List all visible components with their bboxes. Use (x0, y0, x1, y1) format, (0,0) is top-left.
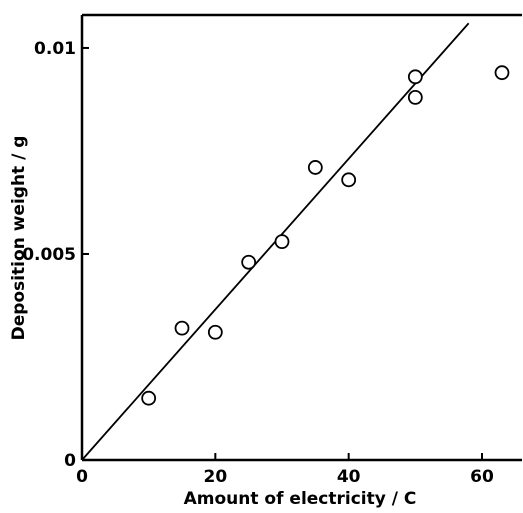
data-point (141, 390, 157, 406)
y-tick-label: 0 (64, 451, 76, 471)
y-axis-title: Deposition weight / g (9, 136, 29, 341)
x-tick-label: 60 (470, 467, 494, 487)
x-tick-label: 0 (76, 467, 88, 487)
data-point (494, 65, 510, 81)
x-tick-label: 40 (337, 467, 361, 487)
y-tick-label: 0.01 (34, 39, 76, 59)
data-point (307, 160, 323, 175)
y-tick-label: 0.005 (22, 245, 76, 265)
x-axis-title: Amount of electricity / C (184, 489, 417, 509)
data-point (407, 90, 423, 105)
data-point (207, 324, 223, 340)
x-axis-ticks: 0 20 40 60 (76, 453, 494, 487)
y-axis-ticks: 0 0.005 0.01 (22, 39, 89, 471)
data-point (407, 69, 423, 85)
plot-frame (80, 13, 522, 462)
x-tick-label: 20 (203, 467, 227, 487)
data-point (241, 254, 257, 270)
data-points (141, 65, 510, 406)
data-point (274, 234, 290, 250)
data-point (174, 320, 190, 336)
data-point (341, 172, 357, 188)
